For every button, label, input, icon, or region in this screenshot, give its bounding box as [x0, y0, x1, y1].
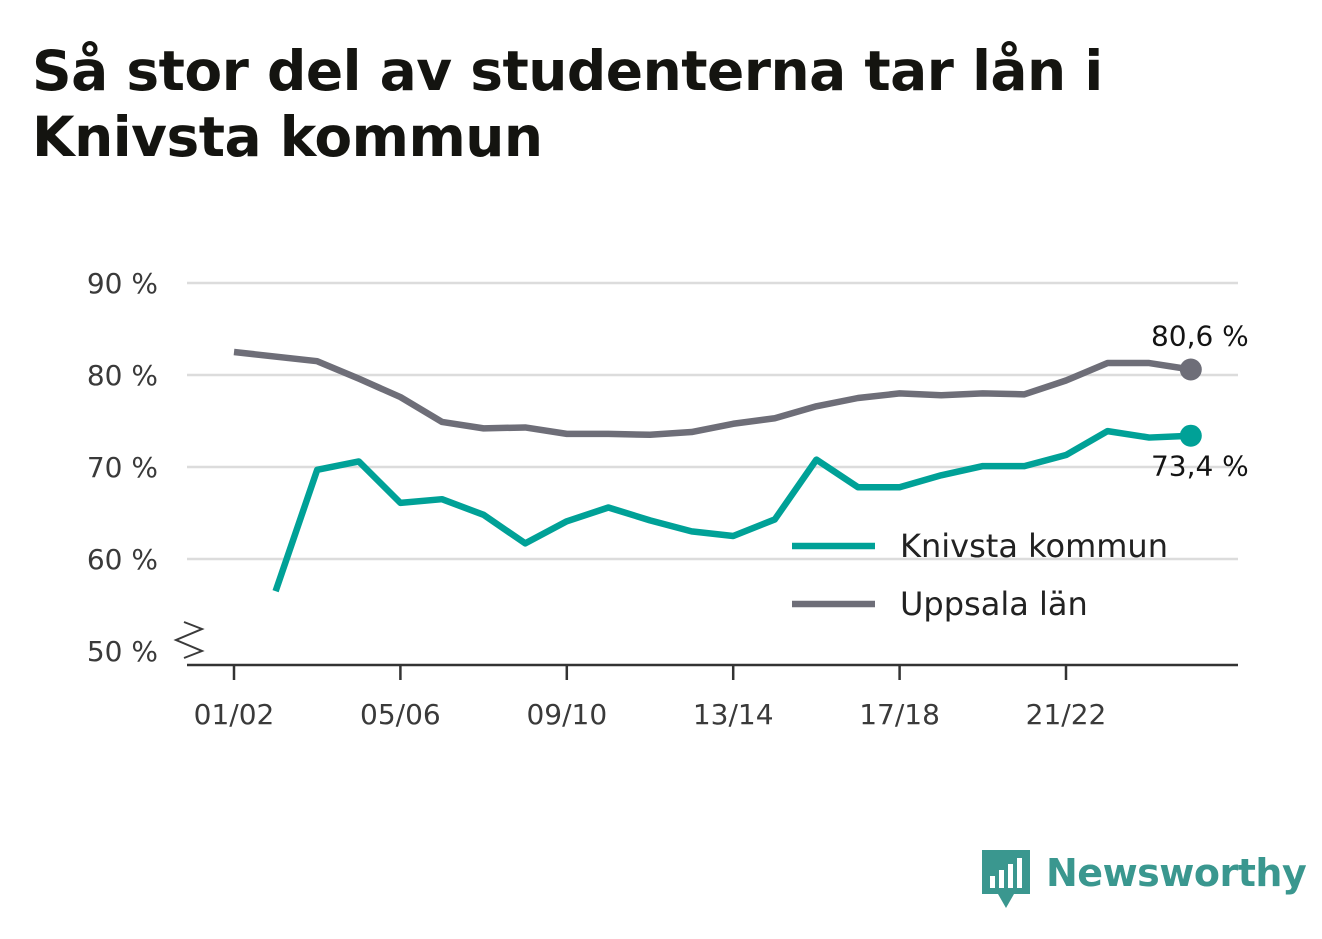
end-value-label: 80,6 %: [1151, 319, 1249, 352]
series-line-uppsala-lan: [233, 348, 1192, 439]
end-point-marker: [1179, 424, 1202, 447]
x-tick-label: 05/06: [360, 698, 441, 731]
brand-name: Newsworthy: [1046, 851, 1307, 895]
end-markers: 73,4 % 80,6 %: [1151, 319, 1249, 482]
y-tick-label: 90 %: [87, 267, 158, 300]
y-tick-label: 60 %: [87, 543, 158, 576]
end-point-marker: [1179, 358, 1202, 381]
legend: Knivsta kommun Uppsala län: [792, 527, 1168, 623]
x-tick-label: 09/10: [526, 698, 607, 731]
y-tick-label: 50 %: [87, 635, 158, 668]
chart-title: Så stor del av studenterna tar lån i Kni…: [32, 39, 1103, 169]
end-value-label: 73,4 %: [1151, 450, 1249, 483]
x-tick-label: 01/02: [194, 698, 275, 731]
legend-label: Knivsta kommun: [900, 527, 1168, 565]
series-lines: [233, 348, 1192, 593]
newsworthy-logo-icon: [982, 850, 1030, 908]
x-tick-label: 21/22: [1026, 698, 1107, 731]
gridlines: [187, 281, 1238, 561]
y-axis: 50 % 60 % 70 % 80 % 90 %: [87, 267, 205, 668]
x-tick-label: 13/14: [693, 698, 774, 731]
x-tick-label: 17/18: [859, 698, 940, 731]
axis-break-icon: [173, 621, 205, 659]
brand-logo: Newsworthy: [982, 850, 1307, 910]
y-tick-label: 80 %: [87, 359, 158, 392]
x-axis: 01/02 05/06 09/10 13/14 17/18 21/22: [187, 663, 1238, 731]
y-tick-label: 70 %: [87, 451, 158, 484]
series-line-knivsta-kommun: [272, 427, 1191, 593]
legend-label: Uppsala län: [900, 585, 1088, 623]
